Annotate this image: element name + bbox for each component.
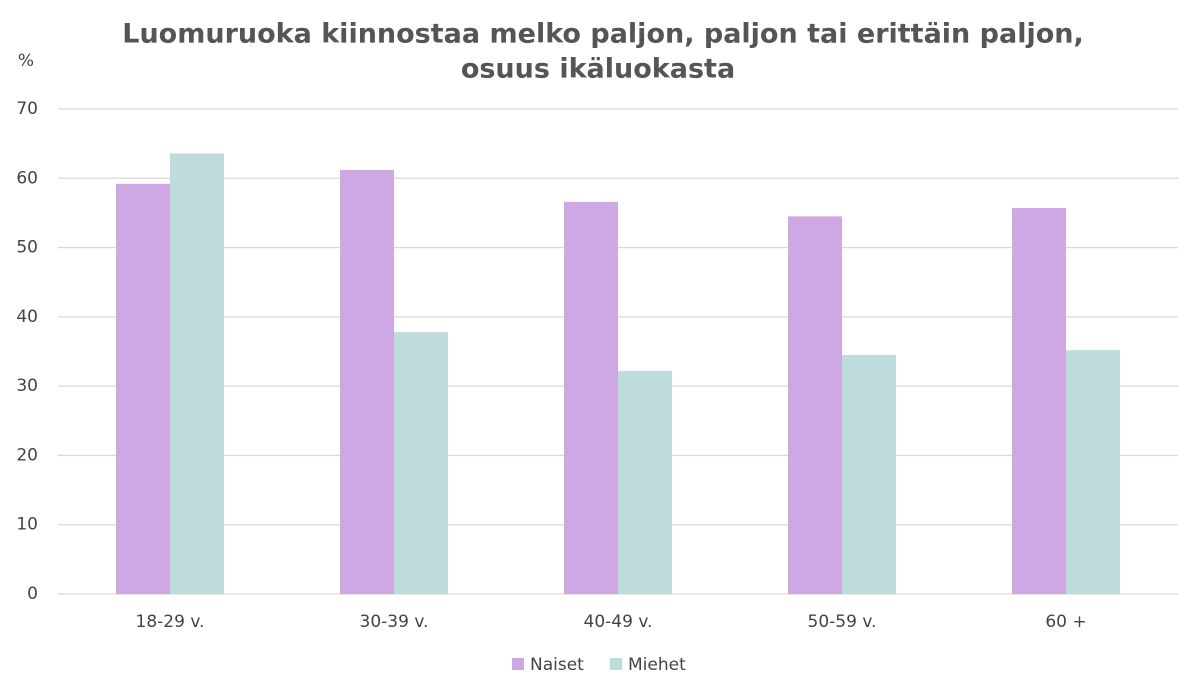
x-tick-label: 60 + [1045,612,1086,632]
bar [340,169,394,594]
y-tick-label: 70 [16,99,38,119]
legend-label: Naiset [530,655,584,675]
legend-swatch [512,658,524,670]
legend-swatch [610,658,622,670]
chart-title: Luomuruoka kiinnostaa melko paljon, palj… [122,19,1084,50]
bar [1012,208,1066,595]
y-tick-label: 30 [16,376,38,396]
y-tick-label: 50 [16,238,38,258]
bar [842,354,896,594]
bar [1066,350,1120,594]
legend-label: Miehet [628,655,686,675]
bar [788,216,842,594]
y-tick-label: 10 [16,515,38,535]
bar [564,201,618,595]
bar [170,153,224,595]
y-tick-label: 20 [16,445,38,465]
chart-title: osuus ikäluokasta [461,54,735,85]
bar [116,183,170,595]
y-tick-label: 0 [27,584,38,604]
x-tick-label: 40-49 v. [584,612,653,632]
x-tick-label: 30-39 v. [360,612,429,632]
y-tick-label: 60 [16,168,38,188]
y-tick-label: 40 [16,307,38,327]
x-tick-label: 50-59 v. [808,612,877,632]
x-tick-label: 18-29 v. [136,612,205,632]
y-axis-label: % [18,51,34,71]
bar [618,370,672,594]
bar [394,332,448,594]
